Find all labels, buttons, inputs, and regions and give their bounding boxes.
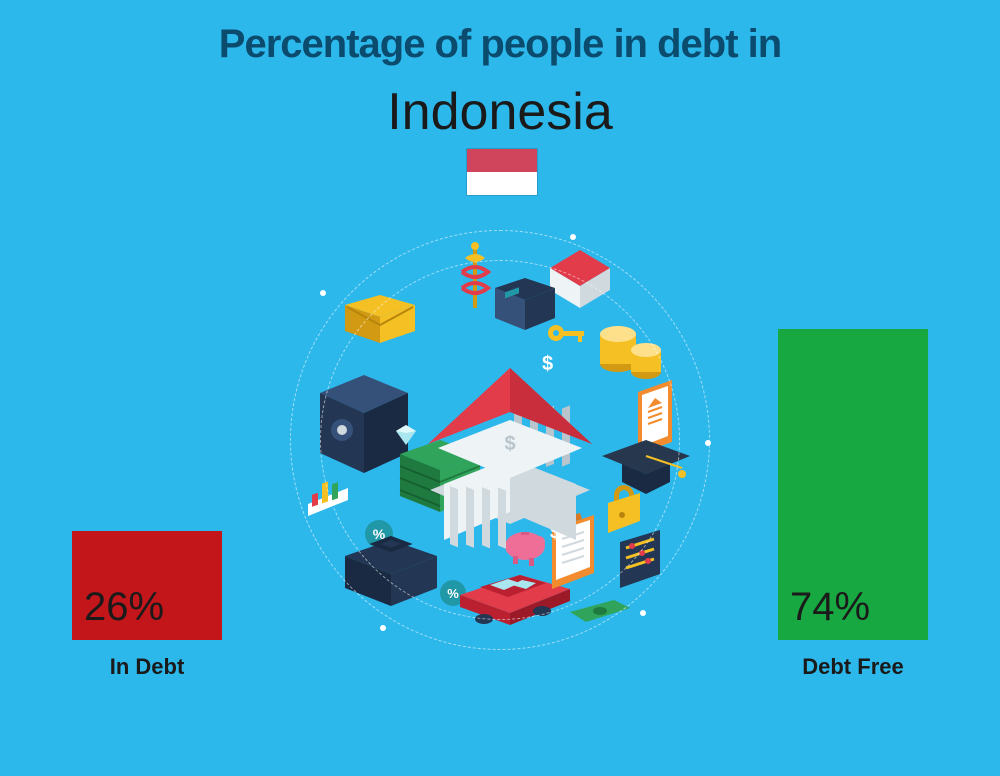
orbit-dot (570, 234, 576, 240)
bar-value-label: 26% (84, 585, 164, 630)
title-line-1: Percentage of people in debt in (0, 22, 1000, 67)
orbit-dot (320, 290, 326, 296)
flag-top-stripe (467, 149, 537, 172)
orbit-dot (380, 625, 386, 631)
bar-value-label: 74% (790, 585, 870, 630)
country-flag (466, 148, 538, 196)
orbit-ring-inner (320, 260, 680, 620)
bar-category-label: Debt Free (802, 654, 903, 680)
bar-category-label: In Debt (110, 654, 185, 680)
flag-bottom-stripe (467, 172, 537, 195)
bar-debt_free: 74% Debt Free (778, 329, 928, 680)
orbit-dot (640, 610, 646, 616)
finance-illustration: % % (290, 230, 710, 650)
bar-in_debt: 26% In Debt (72, 531, 222, 680)
bar-rect: 74% (778, 329, 928, 640)
title-line-2: Indonesia (0, 82, 1000, 142)
orbit-dot (705, 440, 711, 446)
infographic-canvas: Percentage of people in debt in Indonesi… (0, 0, 1000, 776)
bar-rect: 26% (72, 531, 222, 640)
